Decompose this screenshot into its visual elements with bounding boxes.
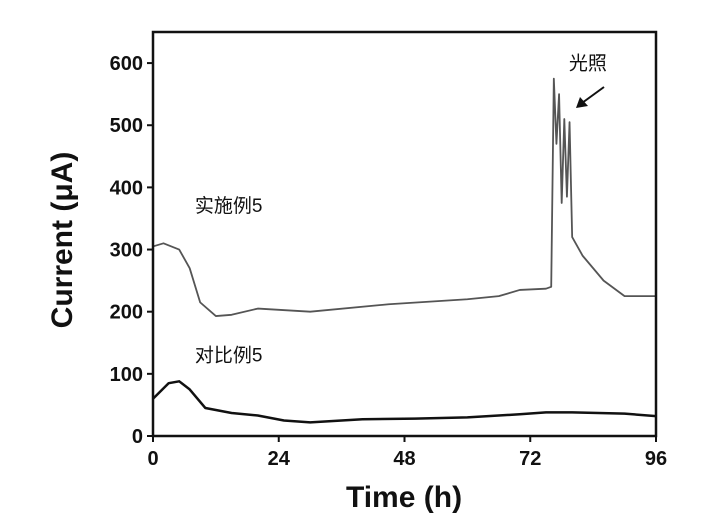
- y-tick-label: 400: [110, 177, 143, 199]
- x-tick-label: 72: [519, 448, 541, 470]
- arrow-icon: [576, 86, 605, 108]
- series-line-1: [152, 77, 656, 317]
- x-tick-label: 24: [268, 448, 291, 470]
- y-tick-label: 600: [110, 53, 143, 75]
- y-tick-label: 300: [110, 240, 143, 262]
- y-tick-label: 200: [110, 302, 143, 324]
- y-tick-label: 0: [132, 426, 143, 448]
- x-axis-label: Time (h): [346, 481, 462, 514]
- x-tick-label: 48: [393, 448, 415, 470]
- y-tick-label: 100: [110, 364, 143, 386]
- y-axis-label: Current (μA): [46, 152, 79, 329]
- y-tick-label: 500: [110, 115, 143, 137]
- annotation-series-1: 实施例5: [195, 195, 263, 217]
- plot-frame: [151, 30, 658, 438]
- annotation-light: 光照: [569, 52, 607, 74]
- x-tick-label: 0: [147, 448, 158, 470]
- series-line-2: [152, 380, 657, 424]
- annotation-series-2: 对比例5: [195, 344, 263, 366]
- x-tick-label: 96: [645, 448, 667, 470]
